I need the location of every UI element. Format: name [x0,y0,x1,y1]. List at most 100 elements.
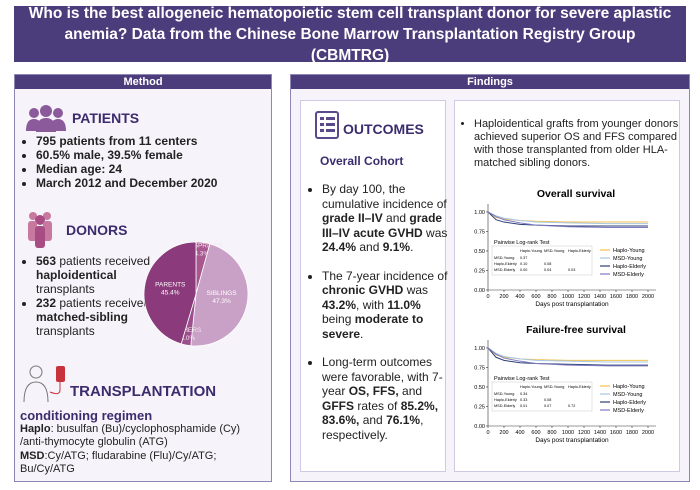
text-segment: haploidentical [36,268,117,282]
text-segment: transplants [36,282,95,296]
list-item: 232 patients received matched-sibling tr… [36,296,164,338]
text-segment: rates of [354,398,401,413]
x-tick-label: 1200 [578,294,590,300]
x-tick-label: 1800 [626,294,638,300]
y-tick-label: 1.00 [474,210,485,216]
table-header: MSD-Young [544,249,564,253]
patients-icon [26,105,66,132]
table-row-label: MSD-Elderly [494,404,515,408]
legend-label: Haplo-Elderly [613,400,646,406]
y-tick-label: 0.75 [474,229,485,235]
slice-label: SIBLINGS [207,290,238,297]
slice-value: 45.4% [161,289,180,296]
text-segment: 76.1% [386,413,421,427]
patient-list: 795 patients from 11 centers 60.5% male,… [20,134,276,190]
table-cell: 0.10 [520,262,527,266]
text-segment: , respectively. [322,413,424,442]
table-cell: 0.00 [520,268,527,272]
table-cell: 0.04 [544,268,551,272]
survival-curve [487,347,648,363]
table-row-label: Haplo-Elderly [494,262,517,266]
x-tick-label: 2000 [642,430,654,436]
text-segment: . [410,240,414,254]
list-item: March 2012 and December 2020 [36,176,276,190]
text-segment: moderate to severe [322,312,424,341]
text-segment: patients received [56,254,151,268]
section-heading: DONORS [66,222,128,238]
x-tick-label: 400 [515,294,524,300]
text-segment: 9.1% [382,240,411,254]
x-tick-label: 400 [515,430,524,436]
table-cell: 0.72 [568,404,575,408]
table-header: Haplo-Elderly [568,249,591,253]
table-cell: 0.37 [520,256,527,260]
table-title: Pairwise Log-rank Test [494,240,550,246]
table-frame [491,381,593,412]
survival-curve [487,211,648,223]
section-heading: PATIENTS [72,110,140,126]
list-item: The 7-year incidence of chronic GVHD was… [322,269,450,342]
y-tick-label: 0.50 [474,249,485,255]
text-segment: and [359,413,387,427]
table-cell: 0.33 [520,398,527,402]
x-tick-label: 1600 [610,294,622,300]
slice-label: OFFSPRINGS [181,243,224,250]
text-segment: , with [356,297,388,312]
text-segment: . [360,326,364,341]
x-tick-label: 600 [531,294,540,300]
section-heading: OUTCOMES [343,121,424,137]
text-segment: :Cy/ATG; fludarabine (Flu)/Cy/ATG; Bu/Cy… [20,450,217,475]
list-item: By day 100, the cumulative incidence of … [322,182,450,255]
chart-title: Overall survival [537,188,615,200]
table-header: MSD-Young [544,385,564,389]
legend-label: MSD-Elderly [613,408,644,414]
text-segment: 24.4% [322,240,357,254]
outcome-list: By day 100, the cumulative incidence of … [306,182,450,442]
subheading: conditioning regimen [20,408,153,423]
table-row-label: MSD-Young [494,256,514,260]
text-segment: 11.0% [387,297,421,312]
table-cell: 0.01 [520,404,527,408]
y-tick-label: 0.25 [474,268,485,274]
x-tick-label: 0 [486,430,489,436]
text-segment: being [322,312,355,326]
x-tick-label: 800 [547,294,556,300]
transplant-icon [23,365,65,402]
survival-curve [487,211,648,227]
list-item: 60.5% male, 39.5% female [36,148,276,162]
slice-value: 4.3% [194,251,209,258]
table-cell: 0.34 [520,392,527,396]
survival-curve [487,347,648,366]
table-cell: 0.07 [544,404,551,408]
survival-curve [487,347,648,367]
text-segment: Long-term outcomes were favorable, with … [322,355,443,398]
survival-box [454,100,680,472]
x-tick-label: 1000 [562,294,574,300]
outcomes-box [300,100,446,472]
table-cell: 0.08 [544,398,551,402]
table-row-label: MSD-Elderly [494,268,515,272]
x-tick-label: 1800 [626,430,638,436]
x-tick-label: 200 [499,430,508,436]
table-header: Haplo-Young [520,249,542,253]
legend-label: Haplo-Young [613,384,645,390]
x-tick-label: 1600 [610,430,622,436]
table-row-label: MSD-Young [494,392,514,396]
text-segment: and [398,384,423,398]
slice-value: 3.0% [180,335,195,342]
survival-chart: Failure-free survival 0.00 0.25 0.50 0.75 1.0… [474,324,656,444]
y-tick-label: 1.00 [474,346,485,352]
x-tick-label: 1000 [562,430,574,436]
list-item: Haploidentical grafts from younger donor… [474,118,688,170]
legend-label: MSD-Young [613,392,642,398]
text-segment: chronic GVHD [322,283,404,297]
text-segment: was [403,283,429,297]
x-tick-label: 2000 [642,294,654,300]
text-segment: grade II–IV [322,211,383,225]
text-segment: 232 [36,296,57,310]
x-tick-label: 0 [486,294,489,300]
legend-label: Haplo-Young [613,248,645,254]
list-item: Long-term outcomes were favorable, with … [322,355,450,442]
